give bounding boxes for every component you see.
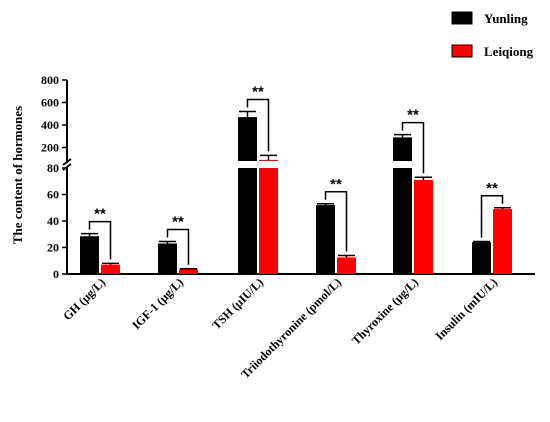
significance-brackets: ** ** ** ** ** ** — [88, 84, 504, 265]
legend: Yunling Leiqiong — [451, 11, 534, 59]
legend-swatch — [451, 11, 473, 25]
significance-label: ** — [172, 214, 184, 231]
x-tick-label: GH (μg/L) — [60, 275, 108, 323]
x-tick-label: Thyroxine (μg/L) — [349, 275, 421, 347]
x-tick-label: TSH (μIU/L) — [209, 275, 266, 332]
bar-yunling — [316, 205, 335, 274]
y-tick-label: 40 — [47, 214, 59, 228]
y-tick-label: 0 — [53, 267, 59, 281]
significance-label: ** — [330, 176, 342, 193]
legend-label: Yunling — [484, 11, 528, 26]
bar-leiqiong — [259, 159, 278, 161]
bar-yunling — [80, 236, 99, 274]
significance-bracket — [324, 191, 348, 252]
bar-leiqiong — [179, 269, 198, 274]
significance-label: ** — [252, 84, 264, 101]
significance-bracket — [88, 220, 112, 260]
bars — [80, 110, 512, 274]
significance-label: ** — [407, 107, 419, 124]
bar-leiqiong — [493, 209, 512, 274]
significance-bracket — [246, 98, 270, 152]
y-tick-label: 600 — [41, 96, 59, 110]
legend-swatch — [451, 44, 473, 58]
x-tick-label: IGF-1 (μg/L) — [129, 275, 186, 332]
significance-bracket — [480, 195, 504, 238]
y-tick-label: 80 — [47, 161, 59, 175]
significance-bracket — [401, 121, 425, 174]
y-tick-label: 800 — [41, 73, 59, 87]
bar-yunling — [393, 137, 412, 161]
y-tick-label: 60 — [47, 188, 59, 202]
significance-label: ** — [94, 206, 106, 223]
y-tick-label: 20 — [47, 241, 59, 255]
category-labels: GH (μg/L) IGF-1 (μg/L) TSH (μIU/L)Triiodot… — [60, 275, 500, 381]
y-tick-label: 200 — [41, 141, 59, 155]
bar-leiqiong — [414, 179, 433, 274]
bar-yunling — [238, 117, 257, 161]
bar-yunling — [393, 168, 412, 274]
x-tick-label: Insulin (mIU/L) — [432, 275, 500, 343]
significance-label: ** — [486, 180, 498, 197]
legend-label: Leiqiong — [484, 44, 534, 59]
bar-yunling — [238, 168, 257, 274]
bar-yunling — [472, 242, 491, 274]
y-axis-title: The content of hormones — [10, 106, 25, 244]
axis-break-mark — [62, 163, 72, 171]
axes: 0 20 40 60 80 200 400 600 800 — [41, 73, 535, 281]
y-tick-label: 400 — [41, 118, 59, 132]
bar-leiqiong — [101, 264, 120, 274]
axis-break-mark — [62, 158, 72, 166]
bar-leiqiong — [259, 168, 278, 274]
bar-yunling — [158, 243, 177, 274]
bar-leiqiong — [337, 257, 356, 274]
significance-bracket — [166, 228, 190, 265]
